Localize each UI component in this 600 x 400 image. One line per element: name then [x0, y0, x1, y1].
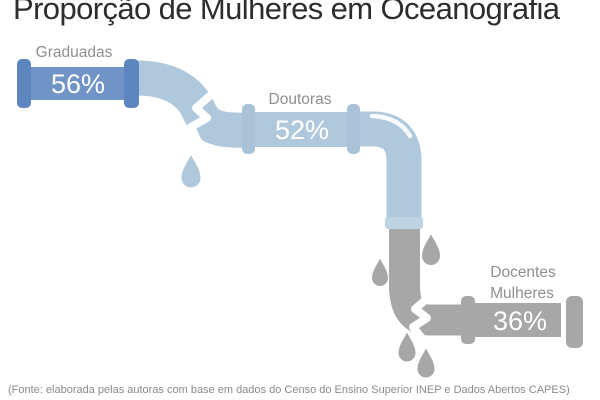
- pipe-body: [255, 112, 347, 147]
- pipe-flange-left: [461, 296, 475, 344]
- pipe-body: [475, 303, 561, 337]
- pipe-flange-right: [124, 59, 139, 108]
- pipe-stage-doutoras: Doutoras 52%: [242, 91, 360, 154]
- pipe-flange-left: [242, 104, 255, 154]
- pipe-gray-section: [372, 229, 468, 378]
- pipe-highlight: [369, 113, 413, 139]
- stage-label-docentes: Docentes: [490, 264, 556, 281]
- pipe-flange-left: [17, 59, 31, 108]
- pipe-crack-icon: [187, 90, 216, 148]
- pipe-flange-right: [347, 104, 360, 154]
- stage-label-graduadas: Graduadas: [36, 44, 113, 61]
- water-drop-icon: [398, 332, 416, 362]
- stage-value-graduadas: 56%: [51, 69, 105, 99]
- pipe-crack-icon: [409, 292, 434, 347]
- stage-value-doutoras: 52%: [275, 115, 329, 145]
- water-drop-icon: [372, 258, 388, 286]
- pipe-stage-docentes-mulheres: Docentes Mulheres 36%: [461, 264, 583, 348]
- stage-label-mulheres: Mulheres: [490, 285, 554, 302]
- pipe-joint-flange: [385, 217, 423, 229]
- elbow-pipe-gray-to-stage3: [389, 284, 468, 336]
- water-drop-icon: [422, 234, 440, 265]
- water-drop-icon: [181, 155, 201, 188]
- pipe-stage-graduadas: Graduadas 56%: [17, 44, 139, 108]
- elbow-pipe-stage2-down: [356, 111, 422, 218]
- water-drop-icon: [417, 348, 435, 378]
- pipe-body: [31, 67, 124, 100]
- page-title: Proporção de Mulheres em Oceanografia: [13, 0, 560, 26]
- stage-value-docentes-mulheres: 36%: [493, 306, 547, 336]
- pipe-flange-right: [566, 296, 583, 348]
- source-note: (Fonte: elaborada pelas autoras com base…: [8, 384, 570, 396]
- pipe-vertical-body: [389, 229, 420, 291]
- stage-label-doutoras: Doutoras: [269, 91, 332, 108]
